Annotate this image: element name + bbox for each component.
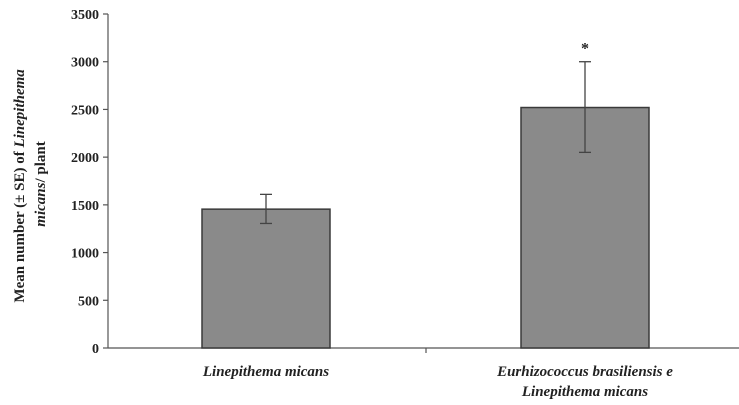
y-tick-label: 3000 xyxy=(71,56,99,71)
x-category-label: Linepithema micans xyxy=(521,384,648,400)
y-tick-label: 0 xyxy=(92,342,99,357)
significance-marker: * xyxy=(581,41,589,58)
error-bars xyxy=(260,61,591,225)
y-tick-label: 2000 xyxy=(71,151,99,166)
bars xyxy=(201,106,650,349)
annotations: * xyxy=(581,41,589,58)
x-category-label: Linepithema micans xyxy=(202,364,329,380)
category-labels: Linepithema micans Eurhizococcus brasilie… xyxy=(202,364,673,400)
x-category-label: Eurhizococcus brasiliensis e xyxy=(496,364,673,380)
y-tick-label: 2500 xyxy=(71,103,99,118)
y-tick-label: 1500 xyxy=(71,199,99,214)
y-tick-label: 1000 xyxy=(71,247,99,262)
y-tick-label: 3500 xyxy=(71,8,99,23)
bar xyxy=(201,208,331,349)
y-axis-label: Mean number (± SE) of Linepithema micans… xyxy=(12,65,49,302)
y-axis: 0 500 1000 1500 2000 2500 3000 3500 xyxy=(71,8,109,357)
y-tick-label: 500 xyxy=(78,294,99,309)
